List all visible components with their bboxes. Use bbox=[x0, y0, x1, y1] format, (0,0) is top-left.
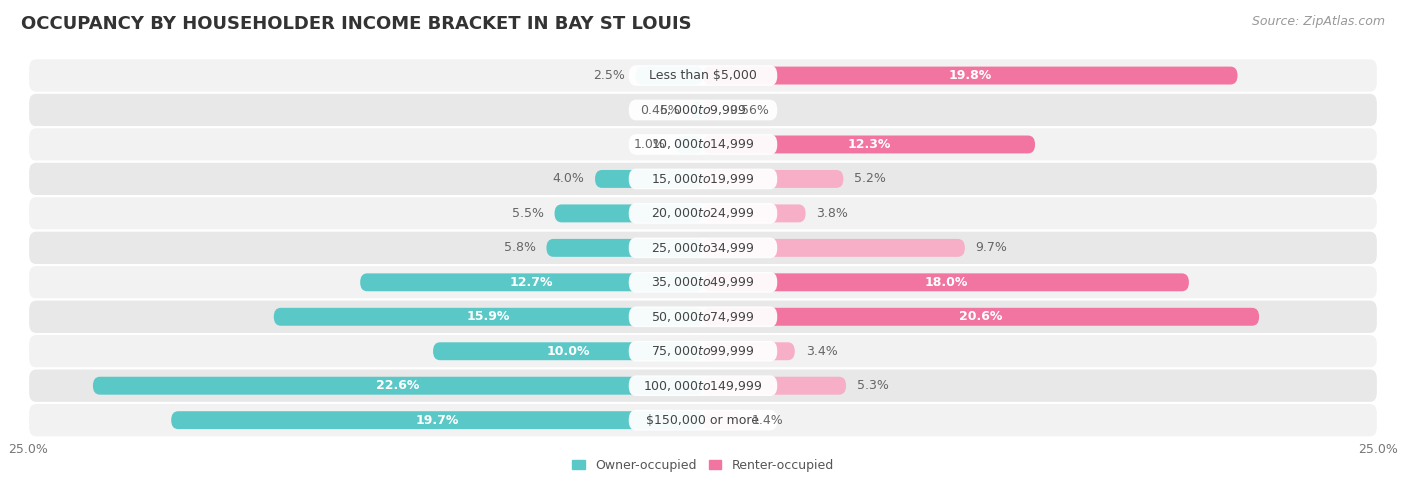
FancyBboxPatch shape bbox=[676, 136, 703, 154]
FancyBboxPatch shape bbox=[628, 134, 778, 155]
FancyBboxPatch shape bbox=[628, 307, 778, 327]
FancyBboxPatch shape bbox=[360, 273, 703, 291]
Text: 12.7%: 12.7% bbox=[510, 276, 554, 289]
FancyBboxPatch shape bbox=[628, 341, 778, 362]
Legend: Owner-occupied, Renter-occupied: Owner-occupied, Renter-occupied bbox=[568, 453, 838, 477]
FancyBboxPatch shape bbox=[628, 169, 778, 189]
FancyBboxPatch shape bbox=[28, 196, 1378, 231]
Text: $15,000 to $19,999: $15,000 to $19,999 bbox=[651, 172, 755, 186]
Text: 5.8%: 5.8% bbox=[503, 242, 536, 254]
FancyBboxPatch shape bbox=[93, 377, 703, 395]
Text: 5.2%: 5.2% bbox=[855, 173, 886, 186]
FancyBboxPatch shape bbox=[28, 231, 1378, 265]
FancyBboxPatch shape bbox=[703, 273, 1189, 291]
Text: 3.8%: 3.8% bbox=[817, 207, 848, 220]
Text: 15.9%: 15.9% bbox=[467, 310, 510, 323]
Text: 0.56%: 0.56% bbox=[728, 104, 769, 117]
FancyBboxPatch shape bbox=[703, 342, 794, 360]
FancyBboxPatch shape bbox=[433, 342, 703, 360]
Text: $5,000 to $9,999: $5,000 to $9,999 bbox=[659, 103, 747, 117]
FancyBboxPatch shape bbox=[703, 308, 1260, 326]
Text: 19.7%: 19.7% bbox=[415, 414, 458, 427]
Text: 12.3%: 12.3% bbox=[848, 138, 891, 151]
Text: 1.0%: 1.0% bbox=[633, 138, 665, 151]
Text: 2.5%: 2.5% bbox=[593, 69, 624, 82]
Text: Less than $5,000: Less than $5,000 bbox=[650, 69, 756, 82]
Text: $75,000 to $99,999: $75,000 to $99,999 bbox=[651, 344, 755, 358]
FancyBboxPatch shape bbox=[554, 205, 703, 223]
FancyBboxPatch shape bbox=[690, 101, 703, 119]
Text: $100,000 to $149,999: $100,000 to $149,999 bbox=[644, 379, 762, 393]
Text: 22.6%: 22.6% bbox=[377, 379, 419, 392]
FancyBboxPatch shape bbox=[636, 67, 703, 85]
FancyBboxPatch shape bbox=[628, 238, 778, 258]
FancyBboxPatch shape bbox=[703, 239, 965, 257]
FancyBboxPatch shape bbox=[28, 334, 1378, 368]
Text: 5.3%: 5.3% bbox=[856, 379, 889, 392]
FancyBboxPatch shape bbox=[28, 368, 1378, 403]
Text: $20,000 to $24,999: $20,000 to $24,999 bbox=[651, 207, 755, 220]
Text: OCCUPANCY BY HOUSEHOLDER INCOME BRACKET IN BAY ST LOUIS: OCCUPANCY BY HOUSEHOLDER INCOME BRACKET … bbox=[21, 15, 692, 33]
FancyBboxPatch shape bbox=[28, 403, 1378, 437]
FancyBboxPatch shape bbox=[628, 100, 778, 121]
Text: $10,000 to $14,999: $10,000 to $14,999 bbox=[651, 138, 755, 152]
Text: 5.5%: 5.5% bbox=[512, 207, 544, 220]
FancyBboxPatch shape bbox=[628, 375, 778, 396]
FancyBboxPatch shape bbox=[28, 58, 1378, 93]
FancyBboxPatch shape bbox=[703, 101, 718, 119]
FancyBboxPatch shape bbox=[28, 162, 1378, 196]
Text: $50,000 to $74,999: $50,000 to $74,999 bbox=[651, 310, 755, 324]
FancyBboxPatch shape bbox=[28, 299, 1378, 334]
FancyBboxPatch shape bbox=[703, 411, 741, 429]
FancyBboxPatch shape bbox=[274, 308, 703, 326]
Text: $35,000 to $49,999: $35,000 to $49,999 bbox=[651, 276, 755, 289]
Text: 18.0%: 18.0% bbox=[924, 276, 967, 289]
FancyBboxPatch shape bbox=[28, 265, 1378, 299]
Text: $150,000 or more: $150,000 or more bbox=[647, 414, 759, 427]
FancyBboxPatch shape bbox=[547, 239, 703, 257]
FancyBboxPatch shape bbox=[628, 272, 778, 293]
Text: 10.0%: 10.0% bbox=[547, 345, 589, 358]
Text: 0.46%: 0.46% bbox=[640, 104, 679, 117]
Text: 19.8%: 19.8% bbox=[949, 69, 991, 82]
FancyBboxPatch shape bbox=[28, 93, 1378, 127]
Text: 9.7%: 9.7% bbox=[976, 242, 1008, 254]
Text: 3.4%: 3.4% bbox=[806, 345, 838, 358]
Text: Source: ZipAtlas.com: Source: ZipAtlas.com bbox=[1251, 15, 1385, 28]
Text: 1.4%: 1.4% bbox=[752, 414, 783, 427]
FancyBboxPatch shape bbox=[628, 203, 778, 224]
FancyBboxPatch shape bbox=[628, 65, 778, 86]
FancyBboxPatch shape bbox=[628, 410, 778, 431]
FancyBboxPatch shape bbox=[703, 170, 844, 188]
FancyBboxPatch shape bbox=[703, 205, 806, 223]
FancyBboxPatch shape bbox=[28, 127, 1378, 162]
FancyBboxPatch shape bbox=[703, 67, 1237, 85]
FancyBboxPatch shape bbox=[595, 170, 703, 188]
FancyBboxPatch shape bbox=[703, 377, 846, 395]
Text: 4.0%: 4.0% bbox=[553, 173, 585, 186]
FancyBboxPatch shape bbox=[172, 411, 703, 429]
Text: 20.6%: 20.6% bbox=[959, 310, 1002, 323]
Text: $25,000 to $34,999: $25,000 to $34,999 bbox=[651, 241, 755, 255]
FancyBboxPatch shape bbox=[703, 136, 1035, 154]
